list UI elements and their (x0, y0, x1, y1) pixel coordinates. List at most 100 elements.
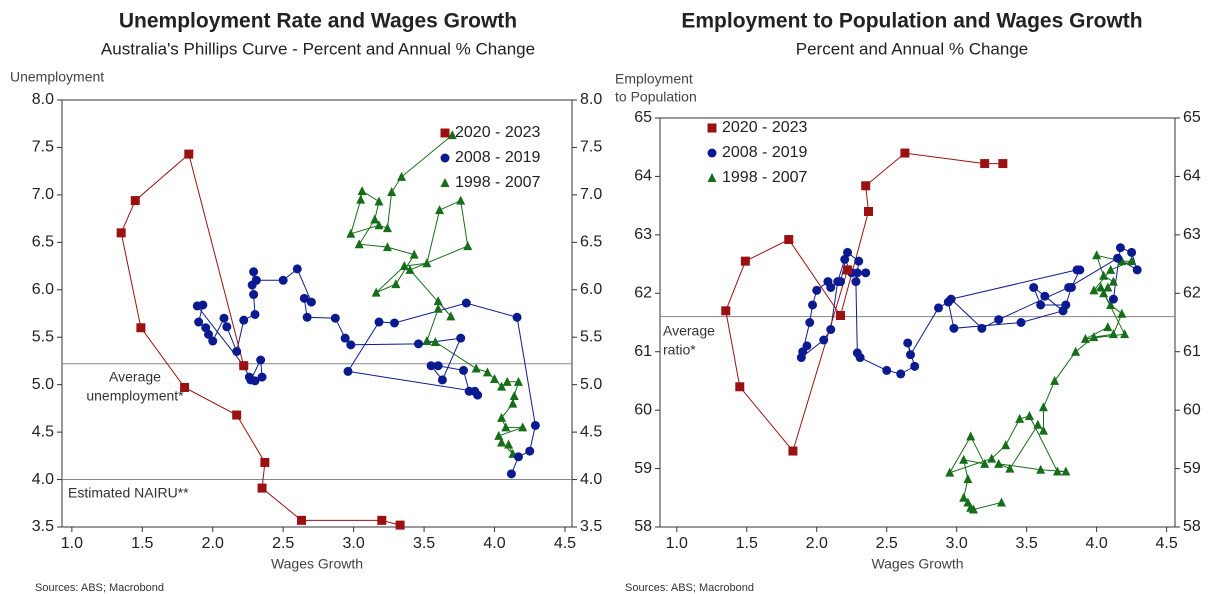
marker-circle (861, 268, 871, 278)
marker-triangle (1015, 413, 1025, 423)
marker-triangle (482, 367, 492, 377)
y-tick-label: 7.5 (32, 139, 54, 156)
marker-triangle (440, 178, 450, 187)
marker-triangle (994, 458, 1004, 468)
marker-square (843, 265, 853, 275)
marker-square (980, 159, 990, 169)
marker-circle (1127, 247, 1137, 257)
marker-triangle (382, 242, 392, 252)
x-tick-label: 2.5 (876, 535, 898, 552)
marker-triangle (1033, 419, 1043, 429)
marker-triangle (987, 453, 997, 463)
marker-circle (340, 333, 350, 343)
marker-triangle (1117, 256, 1127, 266)
y2-tick-label: 7.0 (580, 186, 602, 203)
marker-triangle (1127, 256, 1137, 266)
marker-square (260, 457, 270, 467)
chart-title: Employment to Population and Wages Growt… (681, 10, 1142, 33)
marker-circle (1036, 300, 1046, 310)
marker-triangle (504, 439, 514, 449)
marker-square (239, 361, 249, 371)
marker-triangle (370, 214, 380, 224)
marker-circle (257, 372, 267, 382)
marker-circle (201, 323, 211, 333)
marker-circle (903, 338, 913, 348)
x-tick-label: 2.0 (202, 535, 224, 552)
marker-square (998, 159, 1008, 169)
x-tick-label: 3.0 (343, 535, 365, 552)
marker-circle (473, 390, 483, 400)
marker-circle (343, 366, 353, 376)
marker-circle (994, 315, 1004, 325)
x-tick-label: 4.0 (1086, 535, 1108, 552)
marker-circle (249, 290, 259, 300)
marker-circle (256, 355, 266, 365)
marker-triangle (397, 171, 407, 181)
marker-triangle (354, 239, 364, 249)
marker-circle (222, 322, 232, 332)
marker-square (297, 515, 307, 525)
y-tick-label: 65 (634, 109, 652, 126)
marker-triangle (518, 422, 528, 432)
legend-label: 2020 - 2023 (722, 119, 808, 136)
marker-circle (219, 313, 229, 323)
y-tick-label: 6.0 (32, 281, 54, 298)
marker-triangle (1103, 322, 1113, 332)
marker-circle (796, 353, 806, 363)
marker-triangle (371, 287, 381, 297)
marker-triangle (508, 398, 518, 408)
marker-circle (461, 298, 471, 308)
chart-panel: Employment to Population and Wages Growt… (615, 10, 1201, 594)
marker-triangle (980, 458, 990, 468)
marker-triangle (959, 492, 969, 502)
y2-tick-label: 3.5 (580, 518, 602, 535)
y2-tick-label: 64 (1183, 168, 1201, 185)
marker-square (257, 483, 267, 493)
marker-triangle (374, 220, 384, 230)
marker-circle (512, 312, 522, 322)
y2-tick-label: 63 (1183, 226, 1201, 243)
y-tick-label: 59 (634, 460, 652, 477)
y2-tick-label: 8.0 (580, 91, 602, 108)
x-tick-label: 1.0 (61, 535, 83, 552)
y-tick-label: 5.0 (32, 376, 54, 393)
reference-label: Estimated NAIRU** (68, 485, 189, 501)
marker-square (864, 206, 874, 216)
marker-circle (808, 300, 818, 310)
y-tick-label: 5.5 (32, 328, 54, 345)
marker-triangle (501, 422, 511, 432)
series-line (120, 153, 401, 526)
marker-triangle (1038, 402, 1048, 412)
marker-circle (239, 315, 249, 325)
y-tick-label: 7.0 (32, 186, 54, 203)
marker-triangle (1050, 375, 1060, 385)
x-axis-label: Wages Growth (271, 556, 363, 572)
x-tick-label: 2.5 (272, 535, 294, 552)
legend-label: 1998 - 2007 (722, 169, 808, 186)
marker-circle (346, 340, 356, 350)
marker-triangle (433, 296, 443, 306)
marker-square (707, 123, 717, 133)
y2-tick-label: 65 (1183, 109, 1201, 126)
marker-circle (389, 318, 399, 328)
plot-frame (61, 99, 573, 528)
marker-triangle (346, 228, 356, 238)
marker-circle (330, 313, 340, 323)
marker-square (184, 149, 194, 159)
marker-square (377, 515, 387, 525)
y-tick-label: 61 (634, 343, 652, 360)
x-tick-label: 4.5 (554, 535, 576, 552)
marker-triangle (399, 261, 409, 271)
marker-circle (232, 346, 242, 356)
legend-label: 2008 - 2019 (455, 149, 541, 166)
marker-circle (1016, 318, 1026, 327)
y2-tick-label: 6.5 (580, 234, 602, 251)
marker-triangle (1099, 270, 1109, 280)
marker-circle (906, 350, 916, 360)
marker-square (232, 410, 242, 420)
marker-circle (852, 348, 862, 358)
x-tick-label: 4.0 (483, 535, 505, 552)
marker-circle (299, 293, 309, 303)
marker-circle (854, 256, 864, 266)
